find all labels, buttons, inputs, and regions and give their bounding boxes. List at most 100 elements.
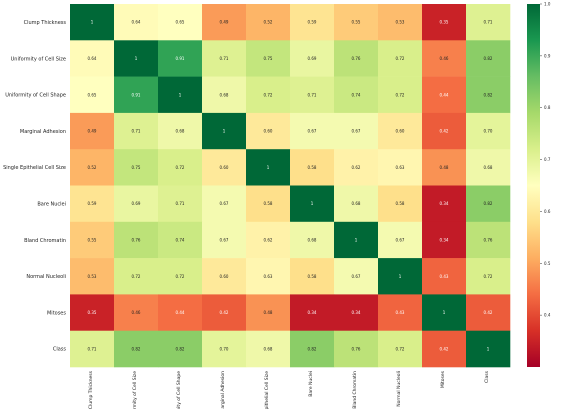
heatmap-cell — [290, 185, 335, 223]
heatmap-cell — [158, 149, 203, 186]
cell-value-label: 1 — [267, 165, 270, 170]
cell-value-label: 0.76 — [132, 237, 141, 242]
cell-value-label: 0.68 — [264, 346, 273, 351]
cell-value-label: 0.91 — [176, 56, 185, 61]
column-label: Normal Nucleoli — [396, 371, 402, 407]
heatmap-cell — [422, 221, 467, 259]
cell-value-label: 0.72 — [396, 56, 405, 61]
heatmap-cell — [114, 112, 159, 150]
colorbar-tick-label: 0.6 — [544, 209, 551, 214]
cell-value-label: 0.72 — [396, 92, 405, 97]
heatmap-cell — [290, 76, 335, 114]
heatmap-cell — [114, 4, 159, 41]
cell-value-label: 0.82 — [132, 346, 141, 351]
heatmap-cell — [70, 330, 115, 368]
column-label: Uniformity of Cell Size — [132, 371, 138, 409]
heatmap-cell — [466, 294, 511, 331]
column-label: Class — [484, 370, 490, 382]
cell-value-label: 0.52 — [264, 20, 273, 25]
cell-value-label: 0.63 — [264, 274, 273, 279]
cell-value-label: 0.72 — [484, 274, 493, 279]
cell-value-label: 0.59 — [88, 201, 97, 206]
colorbar-tick-label: 0.4 — [544, 313, 551, 318]
heatmap-cell — [466, 40, 511, 77]
cell-value-label: 0.58 — [396, 201, 405, 206]
cell-value-label: 0.82 — [484, 92, 493, 97]
heatmap-cell — [466, 112, 511, 150]
heatmap-cell — [202, 221, 247, 259]
cell-value-label: 0.72 — [396, 346, 405, 351]
heatmap-cell — [290, 4, 335, 41]
heatmap-cell — [246, 149, 291, 186]
heatmap-cell — [202, 112, 247, 150]
cell-value-label: 0.67 — [352, 129, 361, 134]
heatmap-cell — [422, 76, 467, 114]
heatmap-cell — [158, 112, 203, 150]
colorbar-tick-label: 0.5 — [544, 261, 551, 266]
row-label: Mitoses — [47, 310, 66, 316]
cell-value-label: 0.34 — [440, 237, 449, 242]
heatmap-cell — [246, 40, 291, 77]
cell-value-label: 0.58 — [264, 201, 273, 206]
cell-value-label: 0.75 — [132, 165, 141, 170]
heatmap-cell — [290, 112, 335, 150]
cell-value-label: 1 — [355, 237, 358, 242]
heatmap-cell — [422, 40, 467, 77]
heatmap-cell — [466, 258, 511, 295]
cell-value-label: 1 — [399, 274, 402, 279]
column-label: Single Epithelial Cell Size — [264, 371, 270, 409]
column-label: Mitoses — [440, 370, 446, 388]
heatmap-cell — [422, 149, 467, 186]
cell-value-label: 0.60 — [220, 274, 229, 279]
row-label: Bland Chromatin — [24, 238, 66, 244]
heatmap-cell — [114, 221, 159, 259]
heatmap-cell — [290, 258, 335, 295]
heatmap-cell — [114, 258, 159, 295]
cell-value-label: 1 — [91, 20, 94, 25]
cell-value-label: 0.76 — [352, 346, 361, 351]
cell-value-label: 0.46 — [440, 56, 449, 61]
cell-value-label: 0.42 — [440, 346, 449, 351]
cell-value-label: 0.58 — [308, 274, 317, 279]
cell-value-label: 0.67 — [220, 237, 229, 242]
cell-value-label: 0.74 — [352, 92, 361, 97]
cell-value-label: 0.72 — [176, 274, 185, 279]
heatmap-cell — [202, 149, 247, 186]
cell-value-label: 0.71 — [132, 129, 141, 134]
cell-value-label: 0.65 — [88, 92, 97, 97]
heatmap-cell — [70, 221, 115, 259]
heatmap-cell — [70, 112, 115, 150]
row-label: Normal Nucleoli — [26, 274, 66, 280]
heatmap-cell — [202, 4, 247, 41]
heatmap-cell — [334, 4, 379, 41]
cell-value-label: 0.42 — [220, 310, 229, 315]
row-label: Single Epithelial Cell Size — [3, 165, 66, 171]
cell-value-label: 0.64 — [132, 20, 141, 25]
heatmap-cell — [202, 40, 247, 77]
heatmap-cell — [70, 149, 115, 186]
cell-value-label: 0.68 — [308, 237, 317, 242]
heatmap-cell — [466, 76, 511, 114]
cell-value-label: 0.82 — [484, 201, 493, 206]
cell-value-label: 0.62 — [264, 237, 273, 242]
heatmap-cell — [378, 40, 423, 77]
heatmap-cell — [158, 221, 203, 259]
cell-value-label: 0.71 — [88, 346, 97, 351]
heatmap-cell — [422, 112, 467, 150]
heatmap-cell — [378, 330, 423, 368]
cell-value-label: 0.34 — [308, 310, 317, 315]
cell-value-label: 1 — [443, 310, 446, 315]
heatmap-cell — [246, 185, 291, 223]
heatmap-cell — [466, 149, 511, 186]
cell-value-label: 0.82 — [308, 346, 317, 351]
cell-value-label: 1 — [135, 56, 138, 61]
cell-value-label: 0.55 — [352, 20, 361, 25]
heatmap-cell — [70, 294, 115, 331]
cell-value-label: 0.35 — [440, 20, 449, 25]
cell-value-label: 0.67 — [220, 201, 229, 206]
heatmap-cell — [246, 221, 291, 259]
cell-value-label: 0.65 — [176, 20, 185, 25]
heatmap-cell — [246, 258, 291, 295]
heatmap-cells: 1 0.64 0.65 0.49 0.52 0.59 0.55 0.53 0.35 0.71 0.6… — [70, 4, 511, 368]
